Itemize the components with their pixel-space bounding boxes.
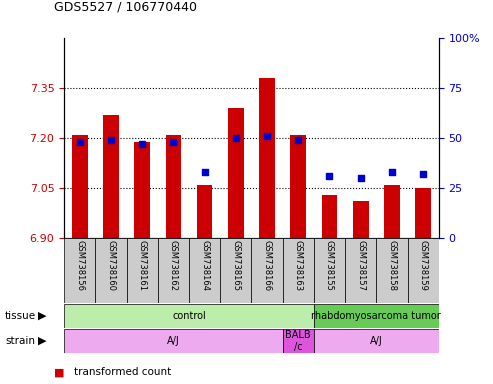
- Bar: [72, 135, 88, 238]
- Text: BALB
/c: BALB /c: [285, 330, 311, 352]
- Point: [232, 135, 240, 141]
- Text: GDS5527 / 106770440: GDS5527 / 106770440: [54, 0, 197, 13]
- Point: [294, 137, 302, 143]
- Bar: [290, 135, 306, 238]
- Text: GSM738159: GSM738159: [419, 240, 427, 291]
- Point: [76, 139, 84, 145]
- Text: GSM738160: GSM738160: [106, 240, 115, 291]
- Bar: [103, 115, 119, 238]
- Text: GSM738157: GSM738157: [356, 240, 365, 291]
- Text: GSM738166: GSM738166: [263, 240, 272, 291]
- Bar: [189, 238, 220, 303]
- Point: [201, 169, 209, 175]
- Text: GSM738164: GSM738164: [200, 240, 209, 291]
- Text: GSM738161: GSM738161: [138, 240, 146, 291]
- Bar: [127, 238, 158, 303]
- Bar: [408, 238, 439, 303]
- Text: GSM738156: GSM738156: [75, 240, 84, 291]
- Bar: [158, 238, 189, 303]
- Point: [170, 139, 177, 145]
- Text: rhabdomyosarcoma tumor: rhabdomyosarcoma tumor: [312, 311, 441, 321]
- Text: A/J: A/J: [370, 336, 383, 346]
- Text: GSM738155: GSM738155: [325, 240, 334, 291]
- Bar: [353, 202, 368, 238]
- Point: [325, 173, 333, 179]
- Bar: [166, 135, 181, 238]
- Point: [419, 171, 427, 177]
- Bar: [282, 238, 314, 303]
- Bar: [197, 185, 212, 238]
- Bar: [220, 238, 251, 303]
- Bar: [384, 185, 400, 238]
- Bar: [228, 108, 244, 238]
- Bar: [376, 238, 408, 303]
- Bar: [64, 329, 282, 353]
- Bar: [345, 238, 376, 303]
- Text: GSM738162: GSM738162: [169, 240, 178, 291]
- Point: [107, 137, 115, 143]
- Bar: [314, 238, 345, 303]
- Bar: [64, 238, 95, 303]
- Point: [263, 133, 271, 139]
- Bar: [251, 238, 282, 303]
- Point: [357, 175, 365, 181]
- Text: strain: strain: [5, 336, 35, 346]
- Bar: [259, 78, 275, 238]
- Text: GSM738158: GSM738158: [387, 240, 396, 291]
- Bar: [314, 304, 439, 328]
- Text: ▶: ▶: [37, 336, 46, 346]
- Text: ▶: ▶: [37, 311, 46, 321]
- Bar: [282, 329, 314, 353]
- Text: GSM738163: GSM738163: [294, 240, 303, 291]
- Point: [388, 169, 396, 175]
- Bar: [134, 142, 150, 238]
- Text: ■: ■: [54, 367, 65, 377]
- Text: tissue: tissue: [5, 311, 36, 321]
- Text: GSM738165: GSM738165: [231, 240, 240, 291]
- Bar: [64, 304, 314, 328]
- Bar: [415, 188, 431, 238]
- Bar: [95, 238, 127, 303]
- Bar: [321, 195, 337, 238]
- Text: transformed count: transformed count: [74, 367, 171, 377]
- Point: [138, 141, 146, 147]
- Text: A/J: A/J: [167, 336, 180, 346]
- Text: control: control: [172, 311, 206, 321]
- Bar: [314, 329, 439, 353]
